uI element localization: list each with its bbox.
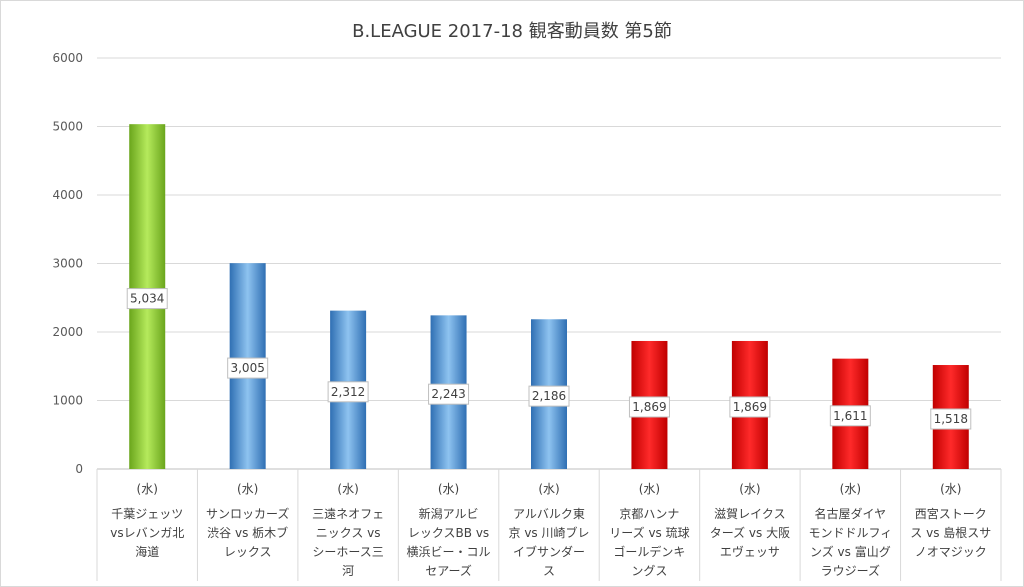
- category-label-line: ノオマジック: [915, 545, 987, 559]
- data-label-box: [729, 396, 771, 418]
- category-label-line: 滋賀レイクス: [714, 507, 785, 521]
- y-tick-label: 2000: [52, 325, 83, 339]
- category-day-label: (水): [237, 482, 258, 496]
- category-day-label: (水): [538, 482, 559, 496]
- category-day-label: (水): [639, 482, 660, 496]
- category-label-line: ングス: [631, 564, 667, 578]
- category-label-line: 海道: [135, 544, 159, 559]
- y-axis-ticks: 0 1000 2000 3000 4000 5000 6000: [52, 51, 83, 476]
- data-label-box: [327, 381, 369, 403]
- category-label-line: 名古屋ダイヤ: [815, 506, 887, 521]
- category-day-label: (水): [137, 482, 158, 496]
- category-label-line: 千葉ジェッツ: [111, 507, 183, 521]
- category-label-line: セアーズ: [425, 563, 472, 578]
- category-label-line: 新潟アルビ: [419, 506, 479, 521]
- category-label-line: 西宮ストーク: [915, 506, 987, 521]
- data-label-box: [126, 288, 168, 310]
- chart-title: B.LEAGUE 2017-18 観客動員数 第5節: [352, 21, 672, 42]
- category-day-label: (水): [940, 482, 961, 496]
- category-day-label: (水): [438, 482, 459, 496]
- category-label-line: 京都ハンナ: [619, 507, 679, 521]
- category-label-line: レックスBB vs: [408, 526, 489, 540]
- category-label-line: サンロッカーズ: [206, 506, 289, 521]
- data-label: 2,186: [532, 389, 566, 403]
- category-label-line: ス: [543, 564, 555, 578]
- category-day-label: (水): [739, 482, 760, 496]
- category-label-line: ンズ vs 富山グ: [810, 544, 891, 559]
- y-tick-label: 5000: [52, 120, 83, 134]
- y-tick-label: 4000: [52, 188, 83, 202]
- category-day-label: (水): [840, 482, 861, 496]
- category-label-line: 京 vs 川崎ブレ: [509, 525, 590, 540]
- category-label-line: ゴールデンキ: [613, 544, 685, 559]
- y-tick-label: 0: [75, 462, 83, 476]
- data-label: 2,243: [431, 387, 465, 401]
- data-label: 1,869: [733, 400, 767, 414]
- category-label-line: 横浜ビー・コル: [407, 545, 491, 559]
- data-label-box: [528, 385, 570, 407]
- data-label: 1,869: [632, 400, 666, 414]
- data-label: 1,518: [934, 412, 968, 426]
- category-label-line: ス vs 島根スサ: [910, 525, 991, 540]
- category-label-line: リーズ vs 琉球: [609, 525, 689, 540]
- category-label-line: アルバルク東: [513, 507, 585, 521]
- category-label-line: 河: [342, 564, 354, 578]
- data-label: 1,611: [833, 409, 867, 423]
- data-labels: 5,034 3,005 2,312 2,243 2,186 1,869 1,869 1,611…: [126, 288, 972, 430]
- category-label-line: シーホース三: [312, 545, 383, 559]
- data-label: 5,034: [130, 292, 164, 306]
- data-label: 3,005: [230, 361, 264, 375]
- category-label-line: レックス: [224, 545, 272, 559]
- category-label-line: エヴェッサ: [720, 544, 780, 559]
- category-label-line: ニックス vs: [316, 526, 381, 540]
- y-tick-label: 1000: [52, 394, 83, 408]
- y-tick-label: 3000: [52, 257, 83, 271]
- category-label-line: イブサンダー: [513, 544, 585, 559]
- category-label-line: 三遠ネオフェ: [312, 507, 384, 521]
- category-label-line: ラウジーズ: [821, 563, 880, 578]
- data-label-box: [428, 383, 470, 405]
- data-label-box: [227, 357, 269, 379]
- category-label-line: vsレバンガ北: [110, 526, 184, 540]
- y-tick-label: 6000: [52, 51, 83, 65]
- data-label-box: [628, 396, 670, 418]
- category-day-label: (水): [337, 482, 358, 496]
- data-label-box: [829, 405, 871, 427]
- data-label: 2,312: [331, 385, 365, 399]
- category-label-line: 渋谷 vs 栃木ブ: [207, 525, 288, 540]
- data-label-box: [930, 408, 972, 430]
- category-label-line: モンドドルフィ: [808, 526, 892, 540]
- category-label-line: ターズ vs 大阪: [710, 525, 790, 540]
